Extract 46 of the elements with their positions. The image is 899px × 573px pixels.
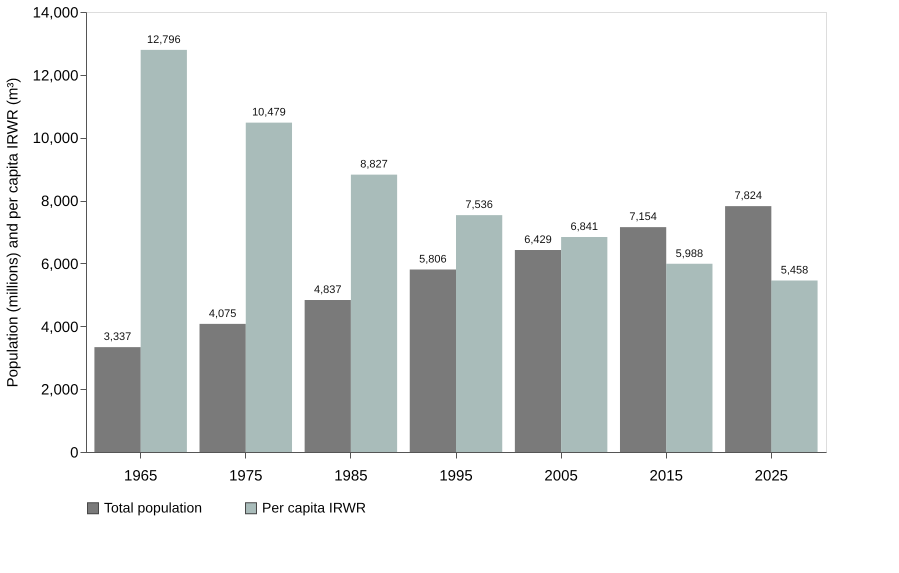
bar — [94, 347, 141, 452]
bar — [304, 300, 351, 452]
x-tick-label: 2005 — [544, 468, 578, 484]
bar — [561, 236, 608, 452]
data-label: 7,824 — [734, 190, 762, 202]
y-tick-label: 8,000 — [40, 193, 78, 210]
x-tick-label: 1965 — [124, 468, 158, 484]
bar — [410, 270, 456, 452]
bar — [666, 264, 712, 452]
data-label: 7,154 — [629, 211, 657, 224]
bar — [140, 50, 187, 452]
x-tick-label: 2025 — [754, 468, 788, 484]
bar — [200, 324, 246, 452]
y-tick-label: 0 — [70, 444, 78, 462]
x-tick-label: 1995 — [439, 468, 473, 484]
data-label: 8,827 — [360, 158, 388, 171]
y-tick-label: 10,000 — [32, 130, 78, 148]
legend-label: Per capita IRWR — [262, 499, 366, 516]
data-label: 5,458 — [780, 264, 808, 276]
data-label: 7,536 — [465, 199, 493, 212]
bar — [456, 215, 502, 452]
legend-label: Total population — [104, 499, 202, 516]
data-label: 6,429 — [524, 234, 552, 246]
x-tick-label: 1975 — [229, 468, 262, 484]
y-tick-label: 6,000 — [40, 256, 78, 273]
data-label: 12,796 — [146, 34, 181, 46]
bar — [350, 174, 398, 452]
data-label: 5,806 — [419, 254, 447, 266]
bar — [620, 227, 666, 452]
data-label: 4,837 — [314, 284, 342, 296]
x-tick-label: 2015 — [650, 468, 683, 484]
bar — [246, 122, 292, 452]
data-label: 6,841 — [570, 220, 598, 233]
data-label: 10,479 — [252, 106, 286, 119]
y-tick-label: 4,000 — [40, 318, 78, 336]
data-label: 4,075 — [208, 308, 236, 320]
x-tick-label: 1985 — [334, 468, 368, 484]
bar — [514, 250, 562, 452]
y-axis-title: Population (millions) and per capita IRWR (m³) — [4, 78, 22, 388]
bar — [771, 280, 818, 452]
y-tick-label: 14,000 — [32, 4, 78, 22]
bar — [725, 206, 772, 452]
y-tick-label: 2,000 — [40, 382, 78, 399]
y-tick-label: 12,000 — [32, 67, 78, 84]
data-label: 3,337 — [104, 331, 132, 344]
data-label: 5,988 — [676, 248, 704, 260]
